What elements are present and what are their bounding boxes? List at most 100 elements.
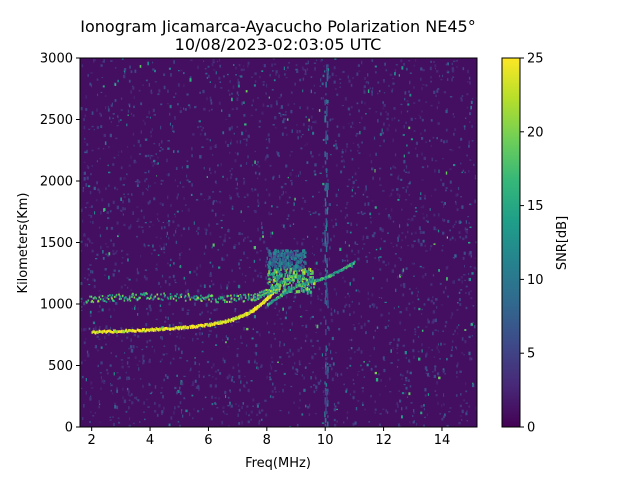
noise-cell — [294, 362, 296, 365]
noise-cell — [357, 371, 360, 372]
noise-cell — [383, 368, 386, 373]
noise-cell — [219, 81, 222, 83]
noise-cell — [97, 188, 100, 191]
noise-cell — [382, 356, 385, 360]
noise-cell — [453, 132, 455, 136]
noise-cell — [211, 62, 214, 67]
trace-point — [258, 303, 261, 307]
cluster-cell — [274, 269, 277, 273]
noise-cell — [421, 87, 423, 91]
noise-cell — [433, 356, 436, 358]
noise-cell — [151, 346, 153, 348]
band-cell — [326, 121, 329, 128]
noise-cell — [317, 297, 320, 300]
band-cell — [326, 134, 329, 141]
cluster-cell — [305, 287, 308, 291]
noise-cell — [215, 71, 217, 75]
noise-cell — [179, 266, 182, 268]
noise-cell — [99, 112, 102, 115]
trace-point — [267, 303, 269, 306]
noise-cell — [412, 421, 415, 424]
noise-cell — [438, 350, 440, 353]
noise-cell — [444, 413, 446, 417]
noise-cell — [168, 423, 171, 427]
noise-cell — [473, 325, 476, 329]
noise-cell — [264, 399, 267, 402]
noise-cell — [199, 126, 202, 128]
noise-cell — [102, 85, 105, 88]
noise-cell — [446, 424, 449, 427]
noise-cell — [445, 63, 448, 66]
band-cell — [324, 381, 326, 385]
trace-point — [145, 292, 148, 295]
noise-cell — [246, 315, 249, 319]
noise-cell — [230, 378, 233, 382]
band-cell — [326, 106, 328, 114]
band-cell — [325, 391, 328, 397]
noise-cell — [243, 238, 245, 242]
noise-cell — [436, 345, 438, 350]
noise-cell — [401, 392, 405, 395]
noise-cell — [200, 193, 203, 196]
noise-cell — [168, 324, 171, 327]
noise-cell — [189, 76, 192, 80]
trace-point — [260, 296, 263, 299]
noise-cell — [399, 224, 401, 228]
noise-cell — [270, 366, 273, 370]
noise-cell — [258, 419, 261, 422]
noise-cell — [424, 388, 427, 392]
noise-cell — [254, 188, 257, 191]
noise-cell — [158, 404, 161, 408]
noise-cell — [256, 362, 258, 365]
noise-cell — [346, 203, 348, 206]
noise-cell — [343, 383, 345, 386]
noise-cell — [83, 171, 86, 175]
noise-cell — [278, 74, 280, 78]
noise-cell — [284, 126, 287, 129]
colorbar-tick-label: 0 — [527, 421, 535, 436]
noise-cell — [386, 127, 389, 132]
trace-point — [156, 293, 159, 296]
trace-point — [307, 281, 309, 284]
noise-cell — [322, 259, 325, 263]
noise-cell — [344, 97, 347, 101]
noise-cell — [437, 343, 439, 346]
noise-cell — [163, 247, 166, 249]
noise-cell — [404, 391, 407, 395]
noise-cell — [402, 268, 405, 272]
trace-point — [346, 265, 348, 268]
noise-cell — [169, 332, 171, 335]
noise-cell — [117, 154, 119, 156]
noise-cell — [174, 116, 176, 120]
noise-cell — [314, 413, 317, 415]
noise-cell — [91, 125, 94, 128]
noise-cell — [176, 374, 178, 377]
noise-cell — [112, 200, 115, 204]
cluster-cell — [280, 274, 283, 278]
noise-cell — [441, 404, 443, 408]
noise-cell — [352, 180, 355, 185]
trace-point — [237, 316, 239, 320]
trace-point — [273, 290, 276, 293]
noise-cell — [157, 156, 159, 159]
cluster-cell — [271, 272, 273, 276]
noise-cell — [464, 227, 467, 231]
noise-cell — [401, 208, 403, 211]
noise-cell — [204, 68, 207, 70]
noise-cell — [361, 213, 364, 216]
noise-cell — [294, 337, 297, 340]
noise-cell — [209, 146, 212, 150]
noise-cell — [470, 297, 473, 300]
noise-cell — [426, 369, 428, 371]
noise-cell — [252, 278, 255, 282]
trace-point — [192, 326, 194, 329]
noise-cell — [228, 374, 231, 378]
noise-cell — [305, 116, 307, 118]
noise-cell — [258, 402, 260, 405]
noise-cell — [356, 243, 359, 245]
cluster-cell — [278, 263, 281, 266]
noise-cell — [229, 389, 231, 392]
noise-cell — [266, 154, 269, 158]
noise-cell — [404, 329, 406, 331]
noise-cell — [98, 405, 100, 409]
